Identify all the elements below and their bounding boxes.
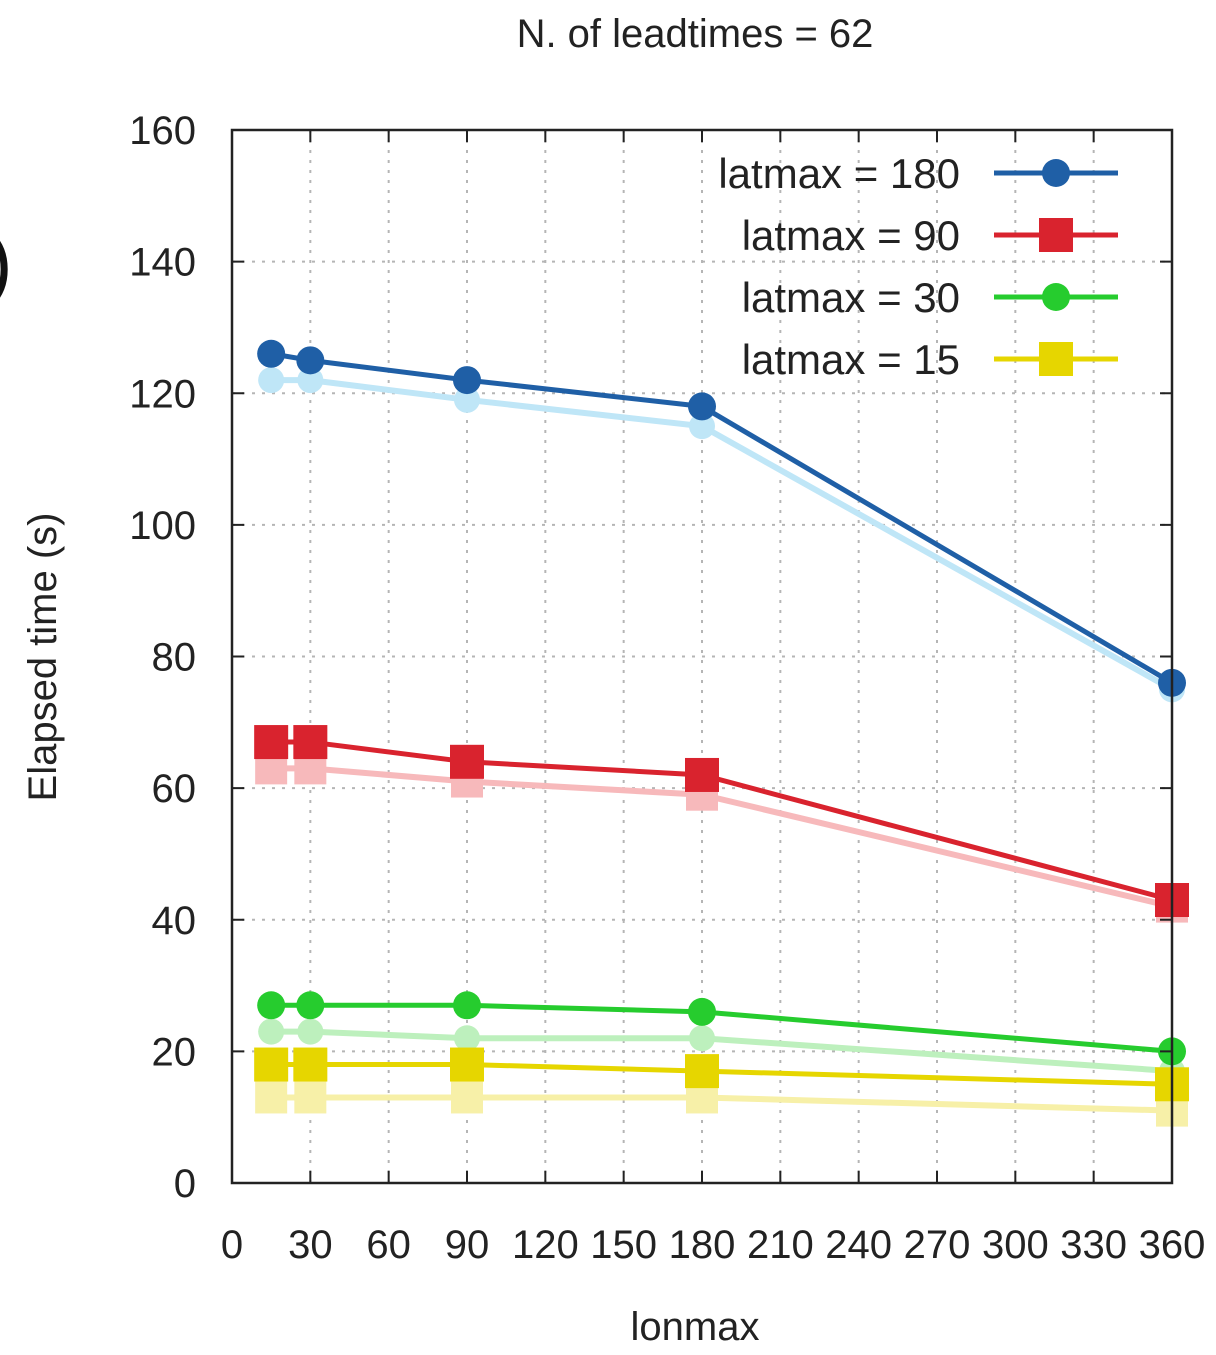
data-point <box>293 725 328 760</box>
data-point <box>296 346 325 375</box>
faint-series <box>255 1081 1188 1127</box>
chart-title: N. of leadtimes = 62 <box>517 12 874 56</box>
x-tick-label: 270 <box>904 1223 971 1267</box>
x-axis-title: lonmax <box>631 1305 760 1349</box>
data-point <box>254 1047 289 1082</box>
faint-data-point <box>451 1081 483 1114</box>
legend-label: latmax = 30 <box>742 274 960 321</box>
faint-data-point <box>689 413 715 440</box>
legend-label: latmax = 15 <box>742 336 960 383</box>
data-point <box>453 366 481 395</box>
y-tick-label: 20 <box>152 1030 197 1074</box>
x-tick-label: 360 <box>1139 1223 1206 1267</box>
series-line <box>271 1062 1173 1087</box>
x-tick-label: 240 <box>825 1223 892 1267</box>
faint-data-point <box>258 367 285 394</box>
ticks: 0 30 60 90 120 150 180 210 240 270 300 330 360020406… <box>129 109 1205 1267</box>
x-tick-label: 210 <box>747 1223 814 1267</box>
data-point <box>296 991 325 1020</box>
faint-series-line <box>271 377 1174 693</box>
faint-data-point <box>454 1025 480 1052</box>
data-point <box>450 744 484 779</box>
legend-label: latmax = 90 <box>742 212 960 259</box>
data-point <box>257 991 286 1020</box>
x-tick-label: 120 <box>512 1223 579 1267</box>
y-tick-label: 60 <box>152 767 197 811</box>
legend-swatch-marker <box>1039 218 1073 252</box>
legend-swatch-marker <box>1042 159 1070 187</box>
data-point <box>685 757 719 792</box>
faint-data-point <box>454 386 480 413</box>
faint-series <box>258 1018 1185 1085</box>
x-tick-label: 300 <box>982 1223 1049 1267</box>
faint-data-point <box>258 1018 285 1045</box>
x-tick-label: 90 <box>445 1223 490 1267</box>
y-tick-label: 40 <box>152 899 197 943</box>
data-point <box>688 997 716 1026</box>
x-tick-label: 60 <box>366 1223 411 1267</box>
series-latmax-30 <box>257 991 1186 1066</box>
data-point <box>257 339 286 368</box>
y-tick-label: 80 <box>152 636 197 680</box>
series-latmax-15 <box>254 1047 1189 1102</box>
data-point <box>688 392 716 421</box>
x-tick-label: 0 <box>221 1223 243 1267</box>
series-line <box>271 1002 1173 1054</box>
series-latmax-180 <box>257 339 1186 697</box>
legend-label: latmax = 180 <box>718 150 960 197</box>
y-tick-label: 120 <box>129 372 196 416</box>
faint-data-point <box>689 1025 715 1052</box>
series-latmax-90 <box>254 725 1189 918</box>
x-tick-label: 330 <box>1060 1223 1127 1267</box>
y-tick-label: 100 <box>129 504 196 548</box>
faint-series-line <box>271 765 1173 910</box>
data-point <box>685 1054 719 1089</box>
series-layer <box>254 339 1189 1102</box>
data-point <box>450 1047 484 1082</box>
y-tick-label: 160 <box>129 109 196 153</box>
x-tick-label: 30 <box>288 1223 333 1267</box>
data-point <box>453 991 481 1020</box>
series-line <box>270 351 1174 685</box>
faint-data-point <box>255 1081 288 1114</box>
y-axis-title: Elapsed time (s) <box>21 513 65 802</box>
x-tick-label: 180 <box>669 1223 736 1267</box>
faint-series-line <box>271 1094 1173 1114</box>
data-point <box>293 1047 328 1082</box>
panel-label-fragment: ) <box>0 218 13 307</box>
y-tick-label: 0 <box>174 1162 196 1206</box>
legend: latmax = 180 latmax = 90 latmax = 30 latmax… <box>718 150 1118 383</box>
x-tick-label: 150 <box>590 1223 657 1267</box>
faint-data-point <box>297 1018 324 1045</box>
faint-data-point <box>294 1081 327 1114</box>
data-point <box>254 725 289 760</box>
legend-swatch-marker <box>1039 342 1073 376</box>
faint-data-point <box>297 367 324 394</box>
legend-swatch-marker <box>1042 283 1070 311</box>
y-tick-label: 140 <box>129 241 196 285</box>
